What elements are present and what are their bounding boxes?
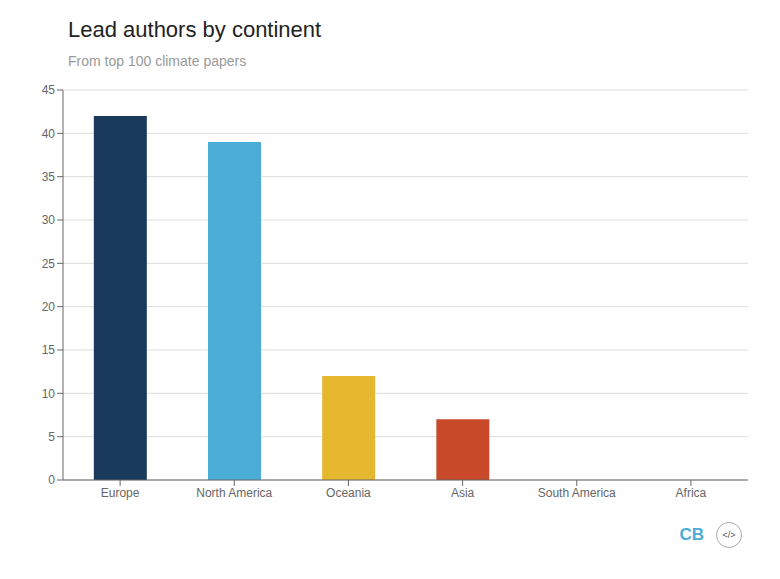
svg-text:Africa: Africa [676, 486, 707, 500]
svg-text:25: 25 [42, 257, 56, 271]
svg-text:0: 0 [48, 473, 55, 487]
svg-text:45: 45 [42, 83, 56, 97]
svg-text:North America: North America [196, 486, 272, 500]
svg-text:Asia: Asia [451, 486, 475, 500]
svg-text:South America: South America [538, 486, 616, 500]
svg-text:5: 5 [48, 430, 55, 444]
svg-text:15: 15 [42, 343, 56, 357]
svg-text:10: 10 [42, 387, 56, 401]
html-text:From top 100 climate papers: From top 100 climate papers [68, 53, 247, 69]
svg-text:Oceania: Oceania [326, 486, 371, 500]
html-text:Lead authors by continent: Lead authors by continent [68, 17, 322, 42]
svg-text:30: 30 [42, 213, 56, 227]
svg-text:40: 40 [42, 127, 56, 141]
html-text:CB: CB [679, 525, 704, 544]
svg-text:Europe: Europe [101, 486, 140, 500]
svg-text:35: 35 [42, 170, 56, 184]
svg-text:20: 20 [42, 300, 56, 314]
